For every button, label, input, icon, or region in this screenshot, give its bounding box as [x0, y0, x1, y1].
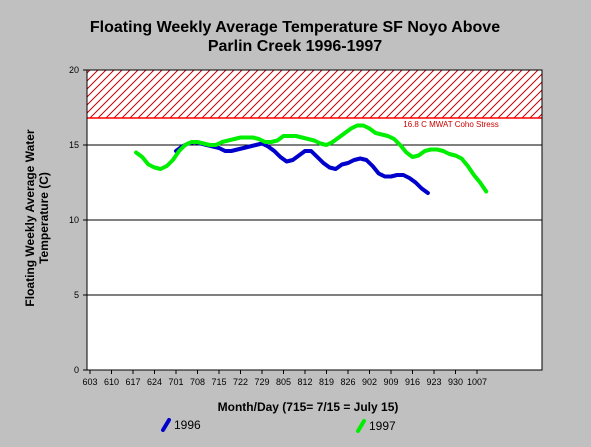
- chart-title-line-2: Parlin Creek 1996-1997: [208, 38, 382, 55]
- x-tick-label: 610: [104, 377, 119, 387]
- x-tick-label: 923: [426, 377, 441, 387]
- y-tick-label: 10: [69, 215, 79, 225]
- series-line-1997: [134, 123, 489, 194]
- threshold-band: [86, 69, 543, 119]
- x-tick-label: 715: [211, 377, 226, 387]
- y-tick-label: 0: [74, 365, 79, 375]
- threshold-label: 16.8 C MWAT Coho Stress: [403, 120, 498, 129]
- series-line-1996: [174, 140, 430, 195]
- x-axis-ticks: 603 610 617 624 701 708 715 722 729 805 812 819 826 9…: [82, 370, 487, 387]
- y-tick-label: 5: [74, 290, 79, 300]
- y-tick-label: 15: [69, 140, 79, 150]
- legend: 1996 1997: [161, 418, 396, 433]
- y-axis-label-line-2: Temperature (C): [37, 172, 51, 264]
- x-tick-label: 624: [147, 377, 162, 387]
- x-tick-label: 819: [319, 377, 334, 387]
- x-tick-label: 826: [340, 377, 355, 387]
- x-tick-label: 722: [233, 377, 248, 387]
- x-tick-label: 617: [125, 377, 140, 387]
- x-tick-label: 603: [82, 377, 97, 387]
- x-tick-label: 701: [168, 377, 183, 387]
- y-axis-label-line-1: Floating Weekly Average Water: [23, 129, 37, 306]
- x-tick-label: 729: [254, 377, 269, 387]
- x-tick-label: 812: [297, 377, 312, 387]
- series-layer: [134, 123, 489, 195]
- x-tick-label: 902: [362, 377, 377, 387]
- legend-swatch-1996: [161, 418, 171, 432]
- x-tick-label: 805: [276, 377, 291, 387]
- x-tick-label: 916: [405, 377, 420, 387]
- x-tick-label: 1007: [467, 377, 487, 387]
- x-tick-label: 909: [383, 377, 398, 387]
- x-tick-label: 708: [190, 377, 205, 387]
- y-tick-label: 20: [69, 65, 79, 75]
- legend-swatch-1997: [356, 419, 366, 433]
- legend-label-1997: 1997: [369, 419, 396, 433]
- legend-label-1996: 1996: [174, 418, 201, 432]
- x-axis-label: Month/Day (715= 7/15 = July 15): [218, 400, 399, 414]
- chart-title-line-1: Floating Weekly Average Temperature SF N…: [90, 19, 500, 36]
- x-tick-label: 930: [448, 377, 463, 387]
- y-axis-ticks: 0 5 10 15 20: [69, 65, 87, 375]
